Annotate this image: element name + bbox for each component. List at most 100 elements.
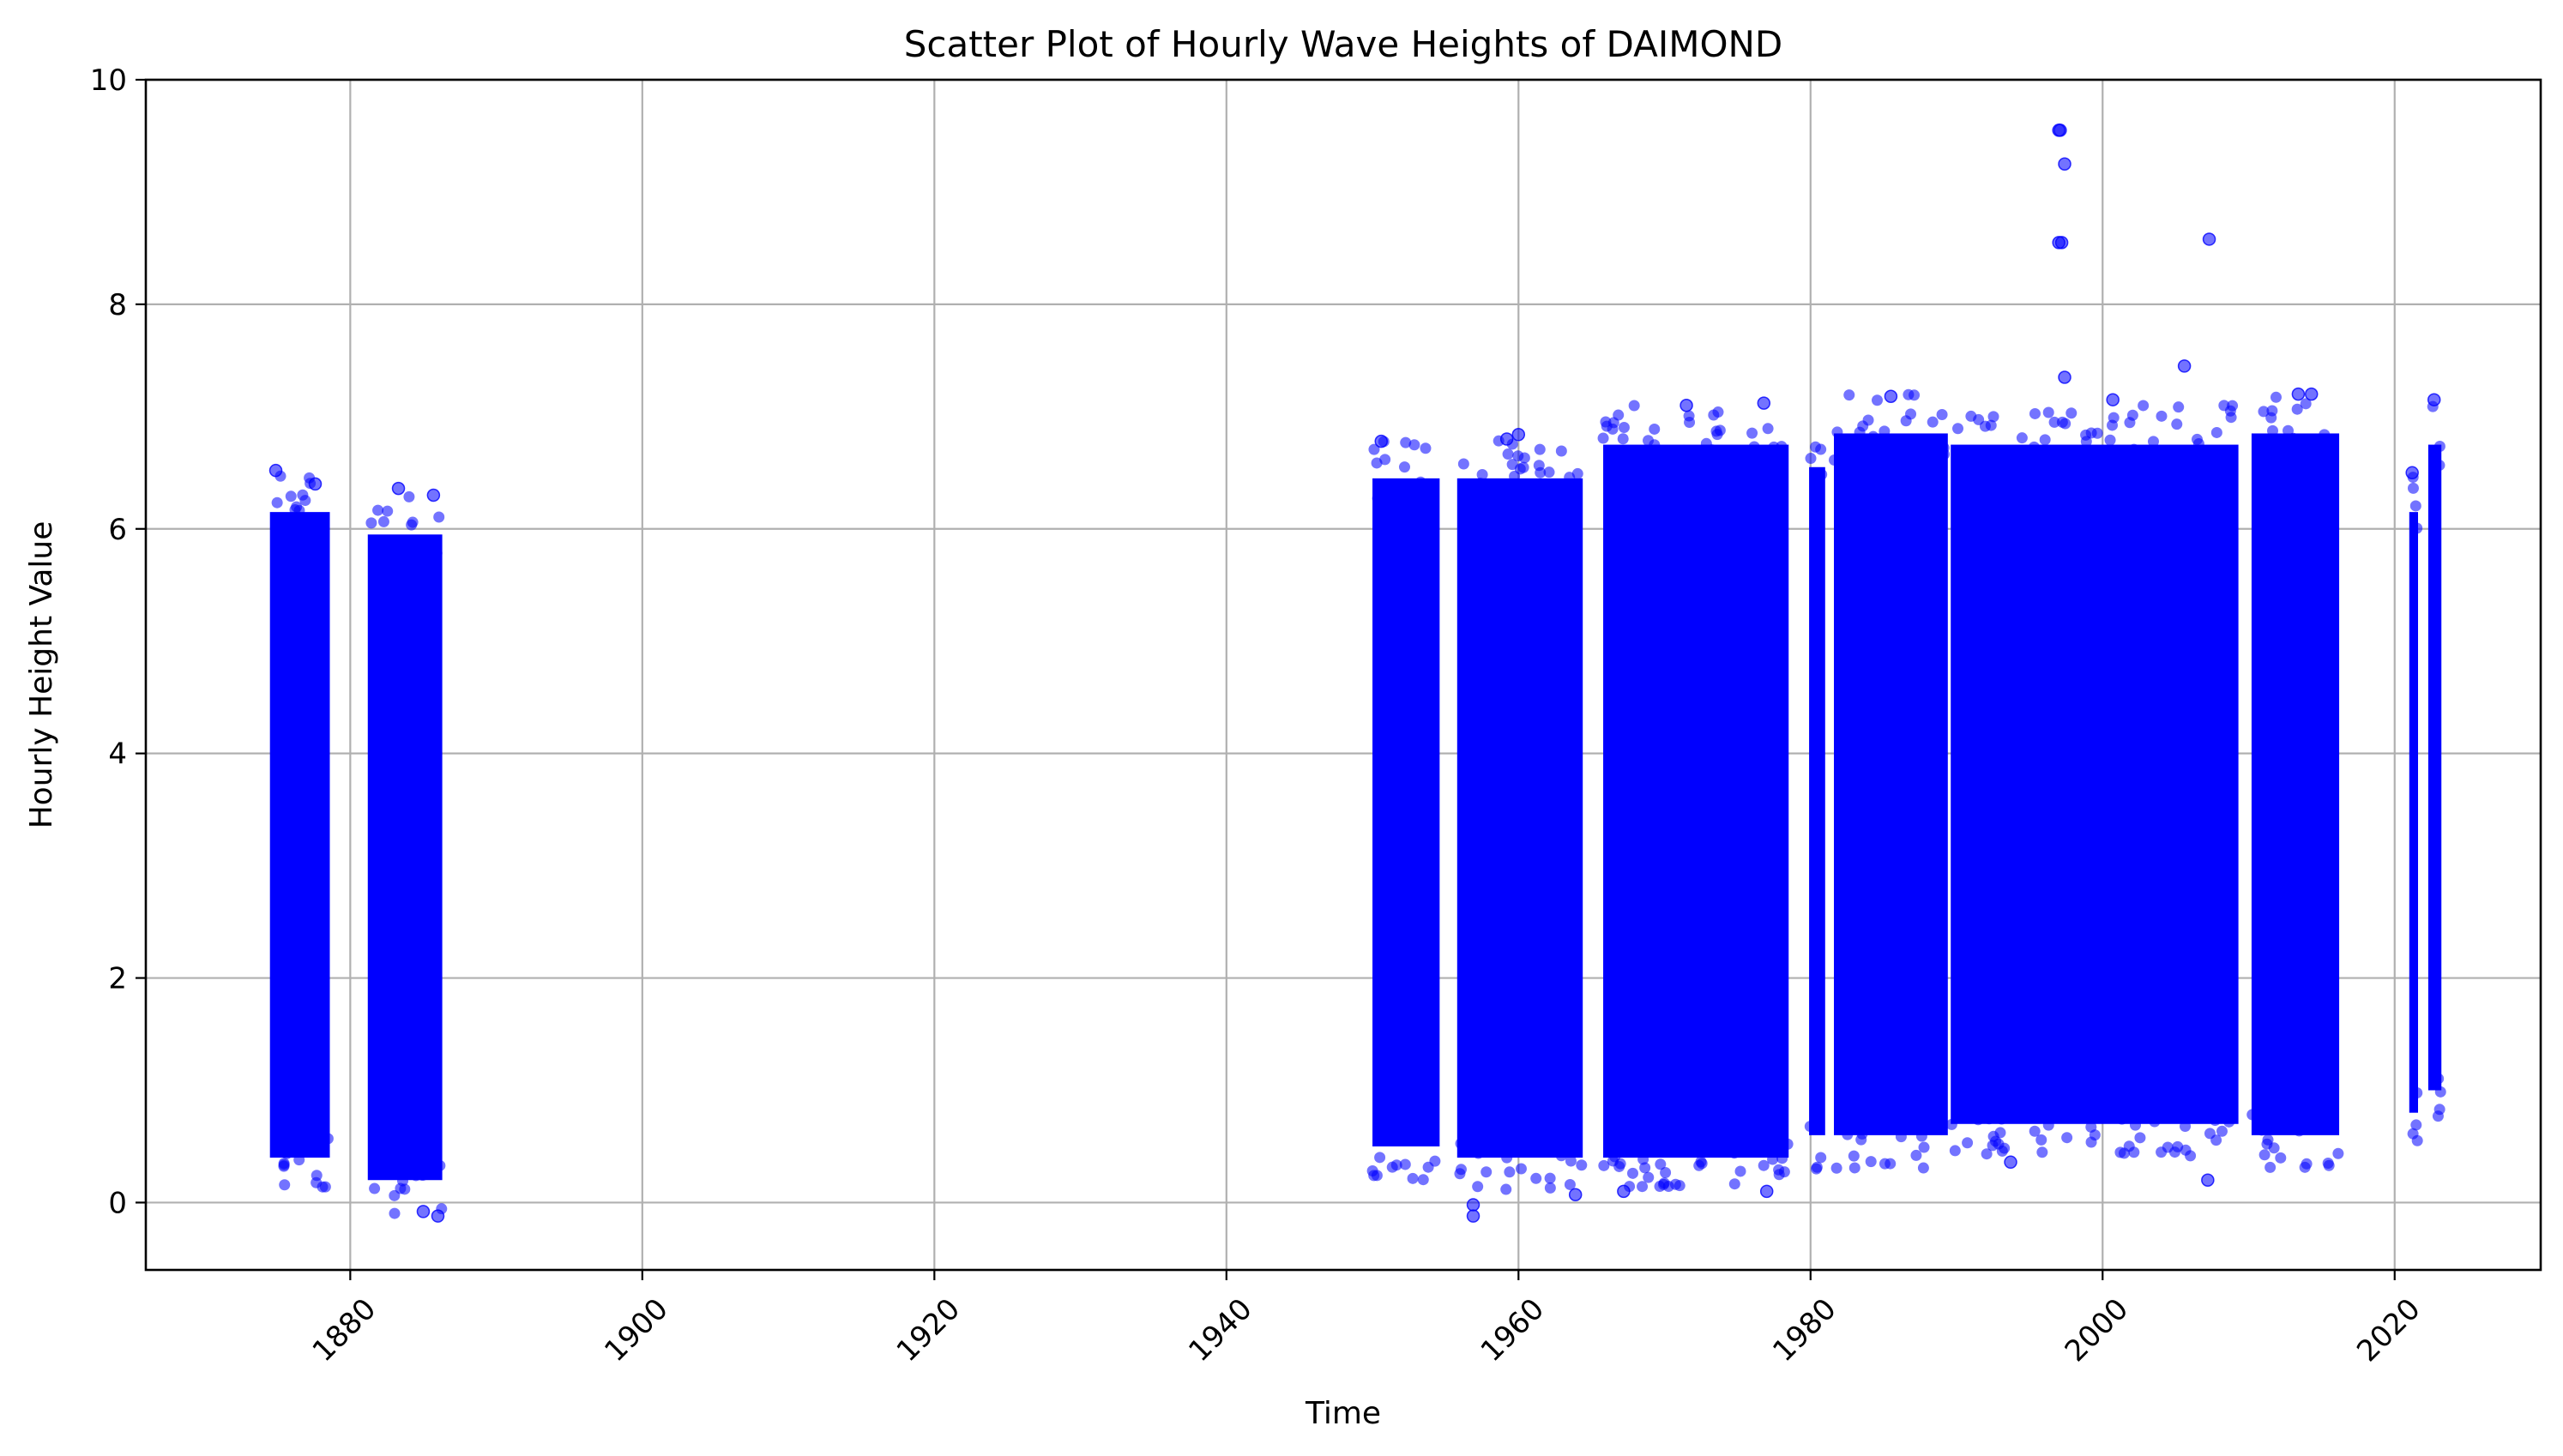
data-point <box>1759 1131 1771 1143</box>
data-point <box>1576 1159 1588 1171</box>
data-point <box>1848 1162 1860 1174</box>
data-point <box>2029 1125 2041 1137</box>
data-point <box>395 548 407 560</box>
data-point <box>1962 1137 1974 1149</box>
data-point <box>2319 429 2331 441</box>
data-point <box>1466 1209 1481 1223</box>
data-point <box>2266 424 2278 436</box>
data-point <box>271 496 283 508</box>
data-point <box>1981 1148 1993 1160</box>
data-point <box>2204 1128 2216 1140</box>
data-point <box>1628 400 1640 412</box>
data-point <box>1414 476 1426 488</box>
data-point <box>2058 157 2072 171</box>
data-point <box>2106 393 2120 406</box>
data-point <box>1617 1184 1631 1199</box>
data-point <box>389 1189 401 1201</box>
data-point <box>1762 423 1774 435</box>
data-point <box>382 1158 394 1170</box>
data-point <box>1776 441 1788 453</box>
data-point <box>1466 1198 1481 1212</box>
data-point <box>1472 1181 1484 1193</box>
data-point <box>1838 1116 1850 1128</box>
data-point <box>1903 1113 1915 1125</box>
data-point <box>2291 403 2303 415</box>
data-point <box>1598 1159 1610 1171</box>
data-point <box>2277 1111 2289 1123</box>
data-point <box>2209 1115 2221 1127</box>
data-point <box>1374 1152 1386 1164</box>
data-point <box>1555 445 1567 457</box>
data-point <box>2270 453 2282 465</box>
data-point <box>1952 423 1964 435</box>
data-point <box>2054 236 2069 250</box>
data-point <box>2433 440 2445 452</box>
data-point <box>2039 434 2051 446</box>
data-point <box>1564 472 1576 484</box>
data-point <box>2029 407 2041 419</box>
data-point <box>1829 454 1841 466</box>
data-point <box>1831 426 1843 438</box>
data-point <box>1372 492 1384 504</box>
data-point <box>1815 1152 1827 1164</box>
data-point <box>1543 466 1555 478</box>
data-point <box>1374 434 1389 448</box>
data-point <box>1879 425 1891 437</box>
data-point <box>280 1147 292 1159</box>
data-point <box>2290 449 2302 461</box>
data-point <box>1597 432 1609 444</box>
data-point <box>1848 442 1860 454</box>
data-point <box>1504 1135 1516 1147</box>
data-point <box>1773 1169 1785 1181</box>
data-point <box>1939 448 1951 460</box>
data-point <box>1884 389 1898 404</box>
data-point <box>426 488 441 502</box>
data-point <box>371 1166 383 1178</box>
data-point <box>1622 448 1634 460</box>
data-point <box>2433 460 2445 472</box>
data-point <box>2191 433 2203 445</box>
data-point <box>1684 416 1696 428</box>
plot-frame <box>144 78 2542 1272</box>
data-point <box>2410 1119 2422 1131</box>
data-point <box>1877 436 1889 448</box>
data-point <box>1979 456 1991 468</box>
data-point <box>2185 1150 2197 1162</box>
data-point <box>2262 1134 2274 1146</box>
data-point <box>2202 232 2216 246</box>
y-axis-label: Hourly Height Value <box>24 521 59 829</box>
data-point <box>2123 1140 2135 1152</box>
data-point <box>2004 1155 2017 1170</box>
dense-point-band <box>1603 444 1789 1158</box>
data-point <box>1518 452 1530 464</box>
data-point <box>2035 1134 2047 1146</box>
data-point <box>2124 417 2136 429</box>
data-point <box>1368 443 1380 455</box>
data-point <box>1866 1118 1879 1130</box>
data-point <box>1658 1177 1670 1189</box>
data-point <box>1983 1113 1995 1125</box>
dense-point-band <box>1951 444 2239 1124</box>
data-point <box>2210 426 2222 438</box>
data-point <box>1544 1182 1556 1194</box>
data-point <box>1748 441 1760 453</box>
data-point <box>1985 419 1997 431</box>
dense-point-band <box>2251 433 2340 1135</box>
data-point <box>1907 1123 1919 1135</box>
data-point <box>1504 1166 1516 1178</box>
data-point <box>433 511 445 523</box>
data-point <box>2059 458 2071 470</box>
data-point <box>1371 1170 1383 1182</box>
data-point <box>1500 1183 1512 1195</box>
data-point <box>285 490 297 502</box>
data-point <box>2164 1107 2176 1119</box>
data-point <box>2409 500 2421 512</box>
data-point <box>1501 1152 1513 1164</box>
data-point <box>1520 500 1532 512</box>
data-point <box>2085 1121 2097 1133</box>
data-point <box>2108 412 2120 424</box>
data-point <box>2299 1161 2311 1173</box>
data-point <box>1541 1136 1553 1148</box>
data-point <box>1544 1172 1556 1184</box>
data-point <box>1400 436 1412 448</box>
